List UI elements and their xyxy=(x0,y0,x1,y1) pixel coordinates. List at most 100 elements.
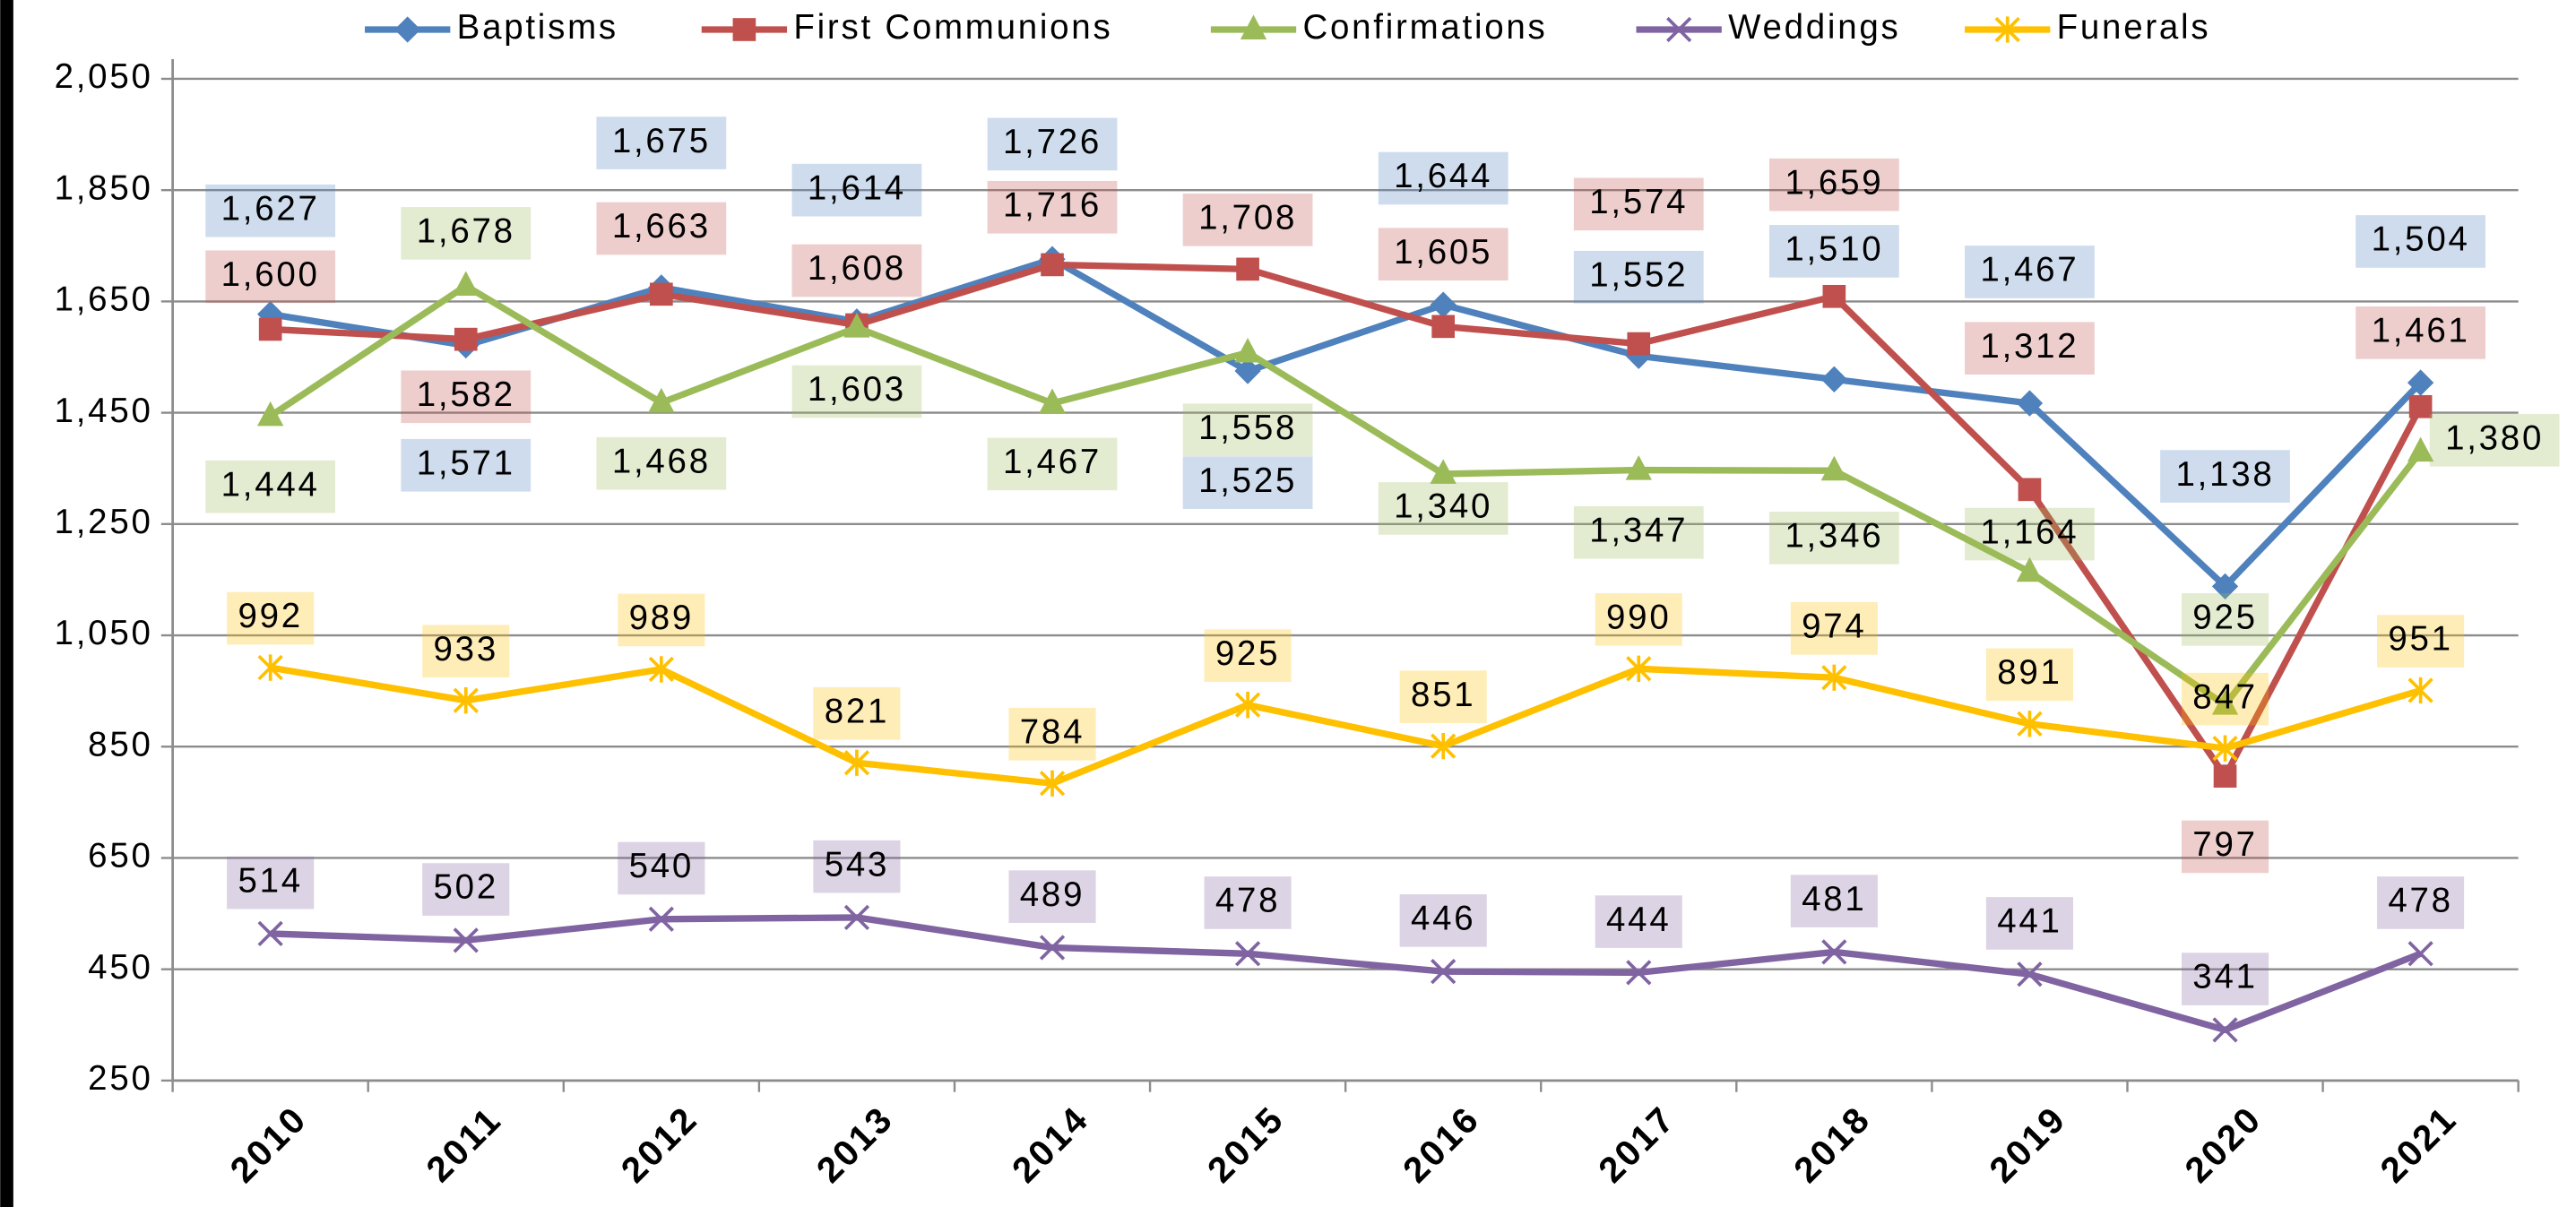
label-bg xyxy=(813,840,901,893)
marker xyxy=(453,271,480,296)
label-bg xyxy=(1965,246,2095,298)
x-tick-label: 2013 xyxy=(808,1099,901,1191)
data-label: 990 xyxy=(1606,598,1671,636)
label-bg xyxy=(791,244,922,297)
y-tick-label: 2,050 xyxy=(55,57,153,96)
data-label: 341 xyxy=(2192,958,2257,996)
data-label: 1,346 xyxy=(1785,517,1883,556)
marker xyxy=(1431,959,1457,985)
data-label: 1,340 xyxy=(1394,487,1492,526)
marker xyxy=(453,687,479,714)
data-label: 1,659 xyxy=(1785,163,1883,202)
x-tick-label: 2020 xyxy=(2177,1099,2269,1191)
label-bg xyxy=(401,438,532,492)
data-label: 1,600 xyxy=(221,255,320,294)
marker xyxy=(2407,677,2433,704)
marker xyxy=(648,906,674,932)
data-label: 502 xyxy=(434,868,498,907)
marker xyxy=(648,387,675,413)
y-tick-label: 650 xyxy=(88,837,152,875)
data-label: 847 xyxy=(2192,677,2257,716)
data-label: 1,444 xyxy=(221,465,320,504)
label-bg xyxy=(401,207,532,260)
data-label: 989 xyxy=(629,599,694,637)
marker xyxy=(1820,366,1848,393)
data-label: 1,467 xyxy=(1980,251,2079,289)
marker xyxy=(2211,690,2239,715)
label-bg xyxy=(987,117,1118,171)
x-tick-label: 2018 xyxy=(1786,1099,1879,1191)
label-bg xyxy=(987,437,1118,491)
x-tick-label: 2012 xyxy=(613,1099,705,1191)
label-bg xyxy=(596,436,727,490)
data-label: 1,605 xyxy=(1394,233,1492,272)
label-bg xyxy=(227,856,315,910)
marker xyxy=(843,749,870,776)
series-line xyxy=(268,282,2424,709)
label-bg xyxy=(1182,194,1313,246)
data-label: 1,468 xyxy=(612,442,711,480)
label-bg xyxy=(1573,177,1704,231)
x-tick-label: 2016 xyxy=(1396,1099,1488,1191)
label-bg xyxy=(2181,953,2269,1005)
data-label: 446 xyxy=(1411,900,1475,938)
marker xyxy=(1234,941,1261,967)
marker xyxy=(394,16,421,43)
label-bg xyxy=(1378,482,1508,535)
data-label: 1,708 xyxy=(1198,199,1297,237)
label-bg xyxy=(1573,250,1704,304)
label-bg xyxy=(422,625,510,678)
marker xyxy=(1236,257,1259,281)
label-bg xyxy=(1204,629,1292,683)
y-tick-label: 850 xyxy=(88,725,152,763)
data-label: 1,510 xyxy=(1785,230,1883,269)
marker xyxy=(257,920,283,947)
marker xyxy=(1240,14,1267,39)
label-bg xyxy=(422,863,510,916)
marker xyxy=(2408,394,2433,418)
label-bg xyxy=(1768,225,1899,278)
marker xyxy=(1821,664,1847,691)
marker xyxy=(2016,390,2044,417)
marker xyxy=(2211,573,2239,600)
y-tick-label: 1,650 xyxy=(55,280,153,319)
data-label: 933 xyxy=(434,630,498,668)
label-bg xyxy=(1595,592,1682,646)
label-bg xyxy=(596,116,727,169)
label-bg xyxy=(1768,512,1899,565)
data-label: 851 xyxy=(1411,676,1475,714)
marker xyxy=(1666,16,1692,43)
label-bg xyxy=(1182,403,1313,456)
marker xyxy=(2016,556,2044,582)
data-label: 891 xyxy=(1997,653,2062,692)
label-bg xyxy=(1965,322,2095,375)
data-label: 540 xyxy=(629,847,694,885)
data-label: 1,558 xyxy=(1198,409,1297,447)
x-tick-label: 2011 xyxy=(419,1099,509,1189)
data-label: 1,380 xyxy=(2445,418,2544,457)
data-label: 1,627 xyxy=(221,189,320,228)
data-label: 441 xyxy=(1997,902,2062,941)
marker xyxy=(2017,711,2043,737)
data-label: 951 xyxy=(2388,620,2452,659)
label-bg xyxy=(205,250,336,304)
marker xyxy=(648,656,674,683)
marker xyxy=(1039,770,1066,797)
data-label: 1,461 xyxy=(2372,311,2470,349)
legend-label: Funerals xyxy=(2057,8,2211,47)
data-label: 1,525 xyxy=(1198,461,1297,500)
data-label: 514 xyxy=(238,861,302,900)
data-label: 1,608 xyxy=(808,249,906,288)
marker xyxy=(1234,338,1261,363)
data-label: 821 xyxy=(825,692,889,730)
data-label: 1,164 xyxy=(1980,513,2079,551)
legend-label: Confirmations xyxy=(1302,8,1547,47)
label-bg xyxy=(1378,228,1508,281)
label-bg xyxy=(401,370,532,424)
data-label: 1,504 xyxy=(2372,220,2470,259)
label-bg xyxy=(1008,870,1096,923)
label-bg xyxy=(1399,894,1487,947)
series-line xyxy=(270,255,2424,591)
marker xyxy=(843,904,870,931)
